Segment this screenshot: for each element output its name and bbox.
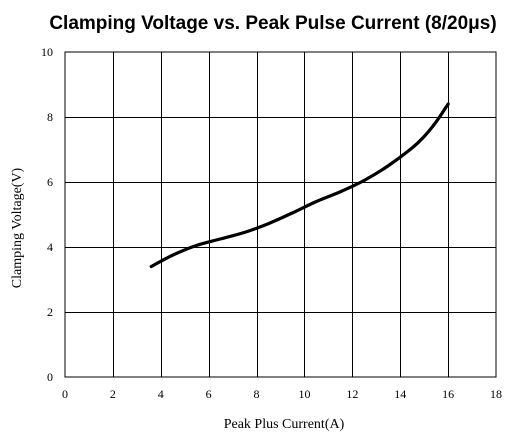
x-tick-label: 8	[254, 387, 260, 401]
plot-frame	[64, 51, 497, 378]
x-tick-label: 12	[346, 387, 358, 401]
x-axis-label: Peak Plus Current(A)	[224, 417, 345, 432]
y-tick-label: 0	[47, 370, 53, 384]
y-tick-label: 6	[47, 175, 53, 189]
x-tick-label: 14	[394, 387, 406, 401]
y-tick-label: 2	[47, 305, 53, 319]
series-layer	[149, 102, 450, 269]
x-tick-label: 2	[110, 387, 116, 401]
chart-title: Clamping Voltage vs. Peak Pulse Current …	[49, 13, 496, 34]
y-tick-label: 4	[47, 240, 53, 254]
x-tick-label: 6	[206, 387, 212, 401]
y-axis-ticks: 0 2 4 6 8 10	[41, 45, 53, 384]
y-axis-label: Clamping Voltage(V)	[10, 167, 25, 288]
y-tick-label: 8	[47, 110, 53, 124]
x-tick-label: 16	[442, 387, 454, 401]
x-tick-label: 0	[62, 387, 68, 401]
grid	[65, 52, 496, 377]
x-tick-label: 18	[490, 387, 502, 401]
series-line	[149, 102, 450, 269]
x-axis-ticks: 0 2 4 6 8 10 12 14 16 18	[62, 387, 502, 401]
x-tick-label: 4	[158, 387, 164, 401]
y-tick-label: 10	[41, 45, 53, 59]
x-tick-label: 10	[298, 387, 310, 401]
